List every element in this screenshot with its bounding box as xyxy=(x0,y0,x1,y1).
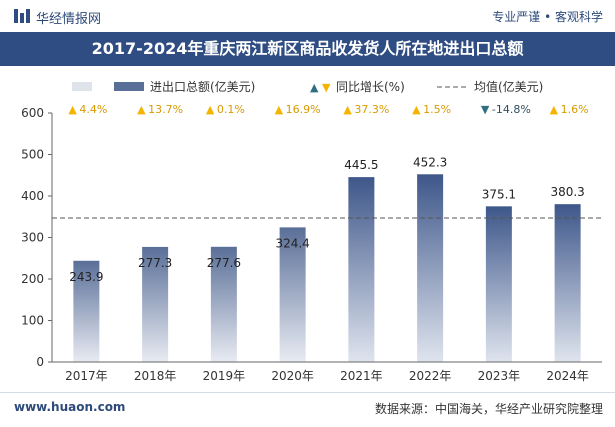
bar-value-label: 277.6 xyxy=(207,256,241,270)
bar-value-label: 277.3 xyxy=(138,256,172,270)
growth-up-icon: ▲ xyxy=(206,103,215,116)
growth-up-icon: ▲ xyxy=(550,103,559,116)
growth-label: 0.1% xyxy=(217,103,245,116)
growth-row: ▲ 4.4% ▲ 13.7% ▲ 0.1% ▲ 16.9% ▲ 37.3% ▲ 1.5% ▼ -14.8%… xyxy=(68,103,588,116)
bar xyxy=(554,204,581,362)
bar-value-label: 324.4 xyxy=(275,236,309,250)
x-tick-label: 2024年 xyxy=(546,369,589,383)
x-tick-label: 2018年 xyxy=(134,369,177,383)
tagline: 专业严谨 • 客观科学 xyxy=(492,10,603,24)
bar xyxy=(73,260,100,362)
legend-swatch-blank xyxy=(72,82,92,91)
x-tick-label: 2020年 xyxy=(271,369,314,383)
x-axis: 2017年 2018年 2019年 2020年 2021年 2022年 2023年 2024年 xyxy=(52,361,602,383)
bar-value-label: 445.5 xyxy=(344,158,378,172)
bar-value-label: 380.3 xyxy=(550,185,584,199)
x-tick-label: 2019年 xyxy=(203,369,246,383)
x-tick-label: 2023年 xyxy=(478,369,521,383)
y-tick-label: 100 xyxy=(21,314,44,328)
y-tick-label: 200 xyxy=(21,272,44,286)
growth-label: 16.9% xyxy=(286,103,321,116)
bar xyxy=(210,246,237,362)
legend-label-growth: 同比增长(%) xyxy=(336,80,405,94)
legend: 进出口总额(亿美元) ▲ ▼ 同比增长(%) 均值(亿美元) xyxy=(72,79,543,94)
y-tick-label: 0 xyxy=(36,355,44,369)
x-tick-label: 2017年 xyxy=(65,369,108,383)
growth-label: 1.5% xyxy=(423,103,451,116)
bar-value-label: 243.9 xyxy=(69,270,103,284)
data-source: 数据来源：中国海关，华经产业研究院整理 xyxy=(374,402,603,416)
legend-down-icon: ▼ xyxy=(322,81,331,94)
legend-label-bars: 进出口总额(亿美元) xyxy=(150,79,255,94)
value-labels: 243.9 277.3 277.6 324.4 445.5 452.3 375.1 380.3 xyxy=(69,155,585,283)
bar-value-label: 375.1 xyxy=(482,187,516,201)
legend-label-mean: 均值(亿美元) xyxy=(474,79,543,94)
website: www.huaon.com xyxy=(14,400,126,414)
footer-divider xyxy=(0,392,615,393)
y-tick-label: 300 xyxy=(21,231,44,245)
bar xyxy=(485,206,512,362)
y-tick-label: 400 xyxy=(21,189,44,203)
growth-up-icon: ▲ xyxy=(343,103,352,116)
growth-label: 1.6% xyxy=(561,103,589,116)
chart-title: 2017-2024年重庆两江新区商品收发货人所在地进出口总额 xyxy=(91,39,524,58)
legend-swatch-bars xyxy=(114,82,144,91)
growth-label: -14.8% xyxy=(492,103,531,116)
title-bar: 2017-2024年重庆两江新区商品收发货人所在地进出口总额 xyxy=(0,32,615,66)
growth-up-icon: ▲ xyxy=(412,103,421,116)
y-tick-label: 600 xyxy=(21,106,44,120)
growth-down-icon: ▼ xyxy=(481,103,490,116)
growth-label: 4.4% xyxy=(79,103,107,116)
brand-name: 华经情报网 xyxy=(36,12,102,27)
x-tick-label: 2021年 xyxy=(340,369,383,383)
y-axis: 0 100 200 300 400 500 600 xyxy=(21,106,53,369)
y-tick-label: 500 xyxy=(21,148,44,162)
bar xyxy=(142,246,169,362)
growth-label: 37.3% xyxy=(354,103,389,116)
growth-up-icon: ▲ xyxy=(275,103,284,116)
top-bar: 华经情报网 专业严谨 • 客观科学 xyxy=(0,0,615,32)
bar xyxy=(417,174,444,362)
growth-label: 13.7% xyxy=(148,103,183,116)
logo-icon xyxy=(14,9,30,23)
x-tick-label: 2022年 xyxy=(409,369,452,383)
legend-up-icon: ▲ xyxy=(310,81,319,94)
growth-up-icon: ▲ xyxy=(68,103,77,116)
bar xyxy=(348,177,375,362)
bars xyxy=(73,174,581,362)
bar-value-label: 452.3 xyxy=(413,155,447,169)
bar-chart: 进出口总额(亿美元) ▲ ▼ 同比增长(%) 均值(亿美元) ▲ 4.4% ▲ 13.… xyxy=(21,79,602,383)
growth-up-icon: ▲ xyxy=(137,103,146,116)
bar xyxy=(279,227,306,362)
